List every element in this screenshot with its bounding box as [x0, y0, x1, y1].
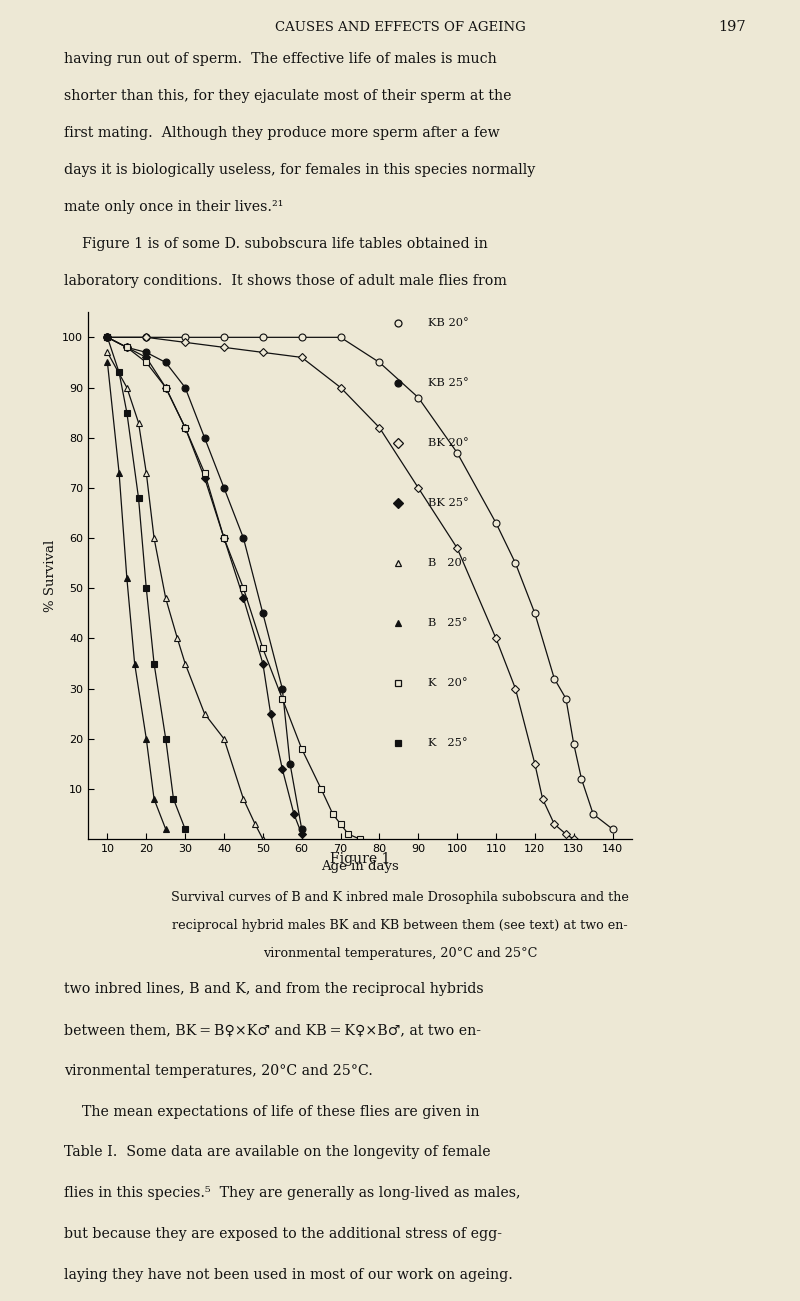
Text: B   25°: B 25°: [428, 618, 467, 628]
Text: laboratory conditions.  It shows those of adult male flies from: laboratory conditions. It shows those of…: [64, 275, 507, 289]
Text: but because they are exposed to the additional stress of egg-: but because they are exposed to the addi…: [64, 1227, 502, 1241]
Text: shorter than this, for they ejaculate most of their sperm at the: shorter than this, for they ejaculate mo…: [64, 88, 511, 103]
Text: vironmental temperatures, 20°C and 25°C.: vironmental temperatures, 20°C and 25°C.: [64, 1064, 373, 1077]
Text: CAUSES AND EFFECTS OF AGEING: CAUSES AND EFFECTS OF AGEING: [274, 21, 526, 34]
Text: BK 20°: BK 20°: [428, 438, 469, 448]
Text: Table I.  Some data are available on the longevity of female: Table I. Some data are available on the …: [64, 1145, 490, 1159]
Text: flies in this species.⁵  They are generally as long-lived as males,: flies in this species.⁵ They are general…: [64, 1187, 521, 1200]
Text: first mating.  Although they produce more sperm after a few: first mating. Although they produce more…: [64, 126, 500, 141]
Text: B   20°: B 20°: [428, 558, 467, 569]
Text: between them, BK = B♀×K♂ and KB = K♀×B♂, at two en-: between them, BK = B♀×K♂ and KB = K♀×B♂,…: [64, 1023, 481, 1037]
Text: reciprocal hybrid males BK and KB between them (see text) at two en-: reciprocal hybrid males BK and KB betwee…: [172, 920, 628, 933]
Text: K   20°: K 20°: [428, 678, 468, 688]
Text: days it is biologically useless, for females in this species normally: days it is biologically useless, for fem…: [64, 163, 535, 177]
Text: having run out of sperm.  The effective life of males is much: having run out of sperm. The effective l…: [64, 52, 497, 66]
Text: The mean expectations of life of these flies are given in: The mean expectations of life of these f…: [64, 1105, 479, 1119]
Text: mate only once in their lives.²¹: mate only once in their lives.²¹: [64, 200, 283, 215]
Text: KB 25°: KB 25°: [428, 377, 469, 388]
Text: BK 25°: BK 25°: [428, 498, 469, 507]
Text: laying they have not been used in most of our work on ageing.: laying they have not been used in most o…: [64, 1267, 513, 1281]
Text: two inbred lines, B and K, and from the reciprocal hybrids: two inbred lines, B and K, and from the …: [64, 982, 484, 997]
Text: vironmental temperatures, 20°C and 25°C: vironmental temperatures, 20°C and 25°C: [263, 947, 537, 960]
Text: Figure 1 is of some D. subobscura life tables obtained in: Figure 1 is of some D. subobscura life t…: [64, 237, 488, 251]
Y-axis label: % Survival: % Survival: [43, 540, 57, 611]
X-axis label: Age in days: Age in days: [321, 860, 399, 873]
Text: 197: 197: [718, 21, 746, 34]
Text: K   25°: K 25°: [428, 738, 468, 748]
Text: KB 20°: KB 20°: [428, 317, 469, 328]
Text: Survival curves of B and K inbred male Drosophila subobscura and the: Survival curves of B and K inbred male D…: [171, 891, 629, 904]
Text: Figure 1: Figure 1: [330, 852, 390, 866]
